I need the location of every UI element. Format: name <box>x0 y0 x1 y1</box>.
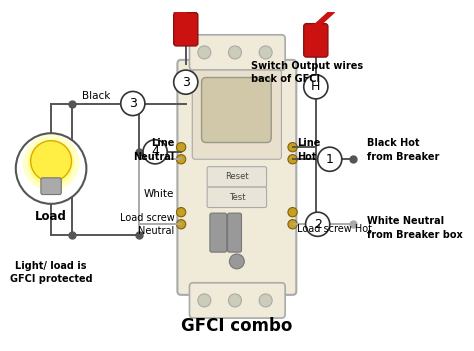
Text: Line
Neutral: Line Neutral <box>133 138 174 161</box>
Text: Switch Output wires
back of GFCI: Switch Output wires back of GFCI <box>251 61 363 85</box>
Text: Test: Test <box>228 193 245 202</box>
Text: 3: 3 <box>182 76 190 89</box>
Text: White Neutral
from Breaker box: White Neutral from Breaker box <box>367 216 463 240</box>
Circle shape <box>228 46 241 59</box>
Text: 2: 2 <box>314 218 321 231</box>
Text: Load screw Hot: Load screw Hot <box>297 224 372 234</box>
Circle shape <box>173 70 198 94</box>
Text: Line
Hot: Line Hot <box>297 138 320 161</box>
Circle shape <box>143 140 167 164</box>
Circle shape <box>198 294 211 307</box>
Circle shape <box>23 135 79 191</box>
Circle shape <box>28 140 74 186</box>
Circle shape <box>304 75 328 99</box>
FancyBboxPatch shape <box>228 213 241 252</box>
FancyBboxPatch shape <box>173 13 198 46</box>
FancyBboxPatch shape <box>210 213 227 252</box>
FancyBboxPatch shape <box>201 78 271 143</box>
Text: H: H <box>311 80 320 93</box>
Circle shape <box>176 154 186 164</box>
Circle shape <box>198 46 211 59</box>
Circle shape <box>228 294 241 307</box>
Circle shape <box>318 147 342 171</box>
Text: 1: 1 <box>326 153 334 166</box>
Text: Reset: Reset <box>225 172 249 181</box>
FancyBboxPatch shape <box>192 70 282 159</box>
Circle shape <box>176 220 186 229</box>
Text: Load screw
Neutral: Load screw Neutral <box>120 213 174 236</box>
Circle shape <box>288 143 297 152</box>
Text: Black Hot
from Breaker: Black Hot from Breaker <box>367 138 439 161</box>
Circle shape <box>16 133 86 204</box>
FancyBboxPatch shape <box>207 167 266 187</box>
Circle shape <box>288 154 297 164</box>
FancyBboxPatch shape <box>304 24 328 57</box>
Text: 4: 4 <box>151 145 159 158</box>
Circle shape <box>121 92 145 115</box>
Circle shape <box>259 46 272 59</box>
Circle shape <box>259 294 272 307</box>
FancyBboxPatch shape <box>41 178 61 194</box>
Circle shape <box>288 207 297 217</box>
Text: Light/ load is
GFCI protected: Light/ load is GFCI protected <box>10 261 92 284</box>
FancyBboxPatch shape <box>207 187 266 207</box>
Circle shape <box>229 254 244 269</box>
FancyBboxPatch shape <box>190 283 285 318</box>
Circle shape <box>176 207 186 217</box>
Text: White: White <box>144 188 174 199</box>
Text: 3: 3 <box>129 97 137 110</box>
FancyBboxPatch shape <box>177 60 296 295</box>
Circle shape <box>306 212 330 236</box>
FancyBboxPatch shape <box>190 35 285 70</box>
Text: GFCI combo: GFCI combo <box>181 317 292 336</box>
Circle shape <box>31 141 72 181</box>
Text: Load: Load <box>35 210 67 223</box>
Text: Black: Black <box>82 91 110 101</box>
Circle shape <box>176 143 186 152</box>
Circle shape <box>288 220 297 229</box>
